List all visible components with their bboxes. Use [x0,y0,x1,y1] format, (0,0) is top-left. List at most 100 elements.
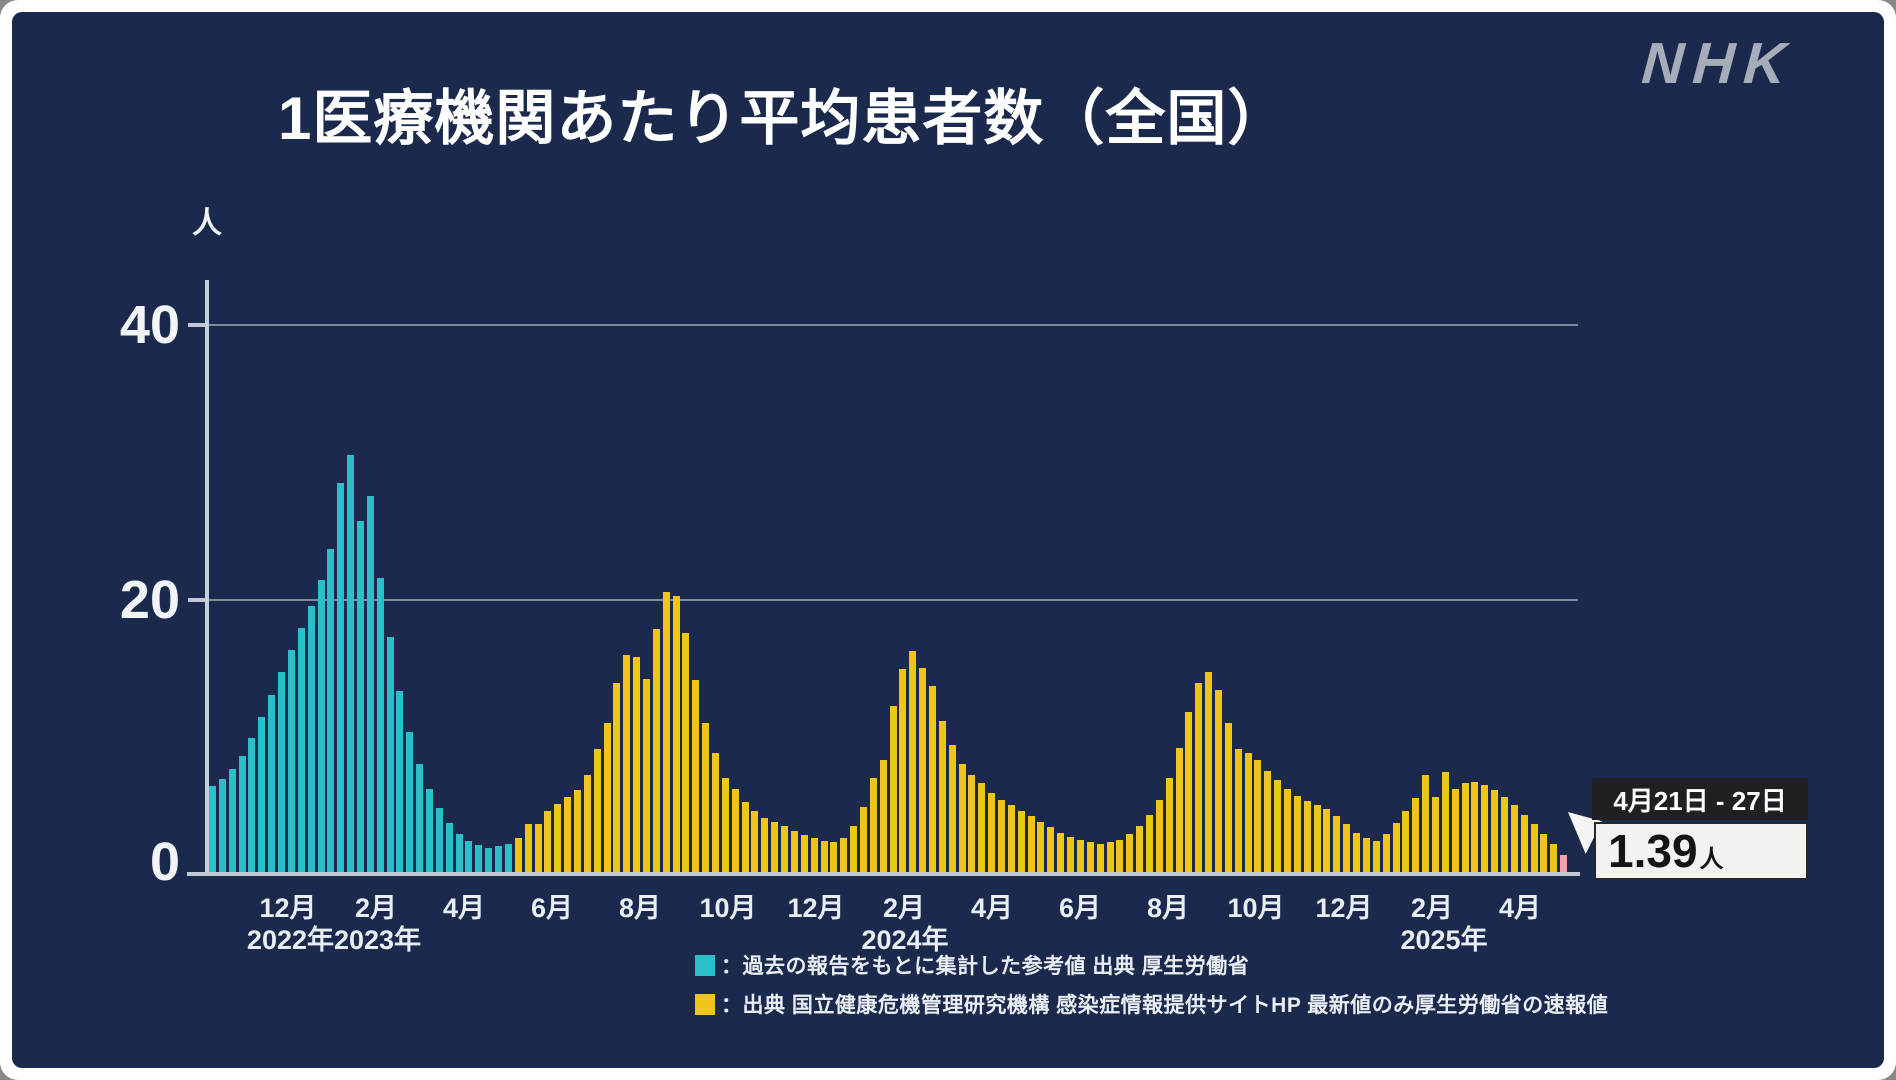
bar [712,753,719,874]
bar [455,834,463,874]
bar [1047,827,1055,874]
bar [1007,805,1015,874]
x-month-label: 6月 [1058,893,1102,923]
bar [1027,816,1035,874]
bar [1333,816,1341,874]
bar [297,628,305,874]
bar [1205,672,1213,874]
gridline-20 [207,599,1578,601]
bar [218,779,226,874]
x-month-label: 4月 [442,893,486,923]
bar [1402,811,1410,874]
bar [583,775,591,874]
chart-panel: NHK 1医療機関あたり平均患者数（全国） 人 40 20 0 12月 2月 4月 6… [12,12,1884,1068]
bar [248,738,256,874]
bar [1303,801,1311,874]
bar [1382,834,1390,874]
bar [426,789,433,874]
bar [1293,796,1301,874]
bar [268,695,276,874]
bar [347,455,355,874]
callout-latest-value: 1.39 人 [1594,822,1808,880]
y-tick-mark-20 [188,598,207,602]
bar [771,822,779,874]
legend: ：過去の報告をもとに集計した参考値 出典 厚生労働省 ：出典 国立健康危機管理研… [695,950,1608,1028]
bar [869,778,877,874]
bar [1343,824,1351,874]
bar [652,629,660,874]
bar [731,789,739,874]
bar [1155,800,1163,874]
x-month-label: 4月 [970,893,1014,923]
legend-swatch-yellow [695,993,715,1015]
bar [1491,790,1499,874]
bar [1481,785,1489,874]
bar-series [12,12,1884,1068]
bar [938,721,946,874]
bar [968,775,976,874]
latest-value-number: 1.39 [1608,825,1698,877]
bar [495,846,502,874]
bar [356,521,364,874]
x-month-label: 2月 [1410,893,1454,923]
bar [1224,723,1232,874]
bar [889,706,897,874]
x-month-label: 4月 [1498,893,1542,923]
latest-value-unit: 人 [1699,846,1724,873]
bar [810,838,818,874]
bar [1017,811,1025,874]
legend-item-official: ：出典 国立健康危機管理研究機構 感染症情報提供サイトHP 最新値のみ厚生労働省… [695,989,1608,1019]
bar [1540,834,1548,874]
x-year-label: 2025年 [1400,925,1488,955]
bar [613,683,621,874]
bar [1057,833,1065,874]
x-month-label: 10月 [699,893,757,923]
bar [445,823,453,874]
bar [564,797,571,874]
bar [800,835,808,874]
chart-title: 1医療機関あたり平均患者数（全国） [278,85,1289,152]
bar [465,841,473,874]
bar [1234,749,1242,874]
bar [1116,840,1124,874]
y-tick-20: 20 [119,570,180,630]
gridline-40 [207,324,1578,326]
legend-swatch-cyan [695,954,715,976]
bar [258,717,266,874]
bar [1392,823,1400,874]
bar [1510,805,1518,874]
y-tick-0: 0 [149,832,180,892]
bar [721,778,729,874]
bar [238,756,246,874]
bar [998,800,1005,874]
x-month-label: 12月 [259,893,317,923]
bar [790,831,798,874]
bar [928,686,936,874]
bar [909,651,917,874]
bar [1461,783,1469,874]
bar [1471,782,1479,874]
bar [859,807,867,874]
bar [958,764,966,874]
legend-label: ：過去の報告をもとに集計した参考値 出典 厚生労働省 [721,955,1250,978]
bar [1264,771,1272,874]
bar [544,811,552,874]
bar [1353,833,1360,874]
bar [1362,838,1370,874]
bar [1185,712,1193,874]
bar [1501,797,1508,874]
bar [1451,789,1459,874]
bar [642,679,650,874]
bar [702,723,710,874]
x-month-label: 12月 [787,893,845,923]
bar [672,596,680,874]
bar [633,657,641,874]
bar [1215,690,1222,874]
legend-label: ：出典 国立健康危機管理研究機構 感染症情報提供サイトHP 最新値のみ厚生労働省… [721,994,1609,1017]
callout-date-range: 4月21日 - 27日 [1592,778,1808,820]
y-axis-unit-label: 人 [192,207,222,240]
bar [278,672,285,874]
bar [209,786,216,874]
x-month-label: 6月 [530,893,574,923]
bar [830,842,838,874]
